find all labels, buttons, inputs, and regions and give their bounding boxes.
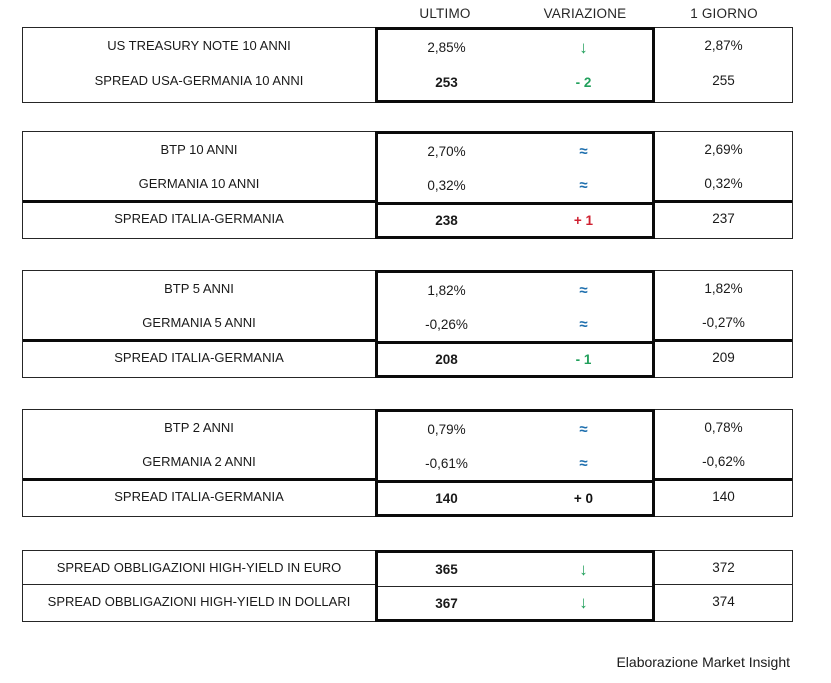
variazione-value: + 0 [573,491,594,506]
giorno-value: 237 [655,200,792,234]
variazione-value: - 1 [575,352,592,367]
ultimo-value: 253 [435,75,458,90]
credit-line: Elaborazione Market Insight [616,654,790,670]
approx-icon: ≈ [579,315,588,333]
ultimo-value: 0,32% [427,177,466,193]
row-label: BTP 2 ANNI [164,419,234,435]
ultimo-variazione-box: 2,85% ↓ 253 - 2 [375,27,655,103]
row-label: SPREAD ITALIA-GERMANIA [23,478,375,512]
high-yield-block: SPREAD OBBLIGAZIONI HIGH-YIELD IN EURO S… [22,550,793,622]
row-label: GERMANIA 10 ANNI [138,175,260,191]
giorno-value: 0,78% [704,419,743,435]
ultimo-value: 2,85% [427,40,466,55]
down-arrow-icon: ↓ [579,559,588,579]
labels-column: BTP 10 ANNI GERMANIA 10 ANNI SPREAD ITAL… [22,131,375,239]
row-label: BTP 5 ANNI [164,280,234,296]
giorno-column: 1,82% -0,27% 209 [655,270,793,378]
giorno-value: 1,82% [704,280,743,296]
giorno-column: 2,87% 255 [655,27,793,103]
ultimo-value: -0,61% [425,455,468,471]
down-arrow-icon: ↓ [579,37,588,57]
labels-column: BTP 5 ANNI GERMANIA 5 ANNI SPREAD ITALIA… [22,270,375,378]
giorno-value: 2,87% [704,38,743,53]
ultimo-value: 140 [435,491,458,506]
btp-5y-block: BTP 5 ANNI GERMANIA 5 ANNI SPREAD ITALIA… [22,270,793,378]
ultimo-value: 208 [435,352,458,367]
us-treasury-block: US TREASURY NOTE 10 ANNI SPREAD USA-GERM… [22,27,793,103]
labels-column: US TREASURY NOTE 10 ANNI SPREAD USA-GERM… [22,27,375,103]
giorno-value: 209 [655,339,792,373]
ultimo-value: 365 [435,562,458,577]
giorno-value: 140 [655,478,792,512]
giorno-column: 372 374 [655,550,793,622]
labels-column: BTP 2 ANNI GERMANIA 2 ANNI SPREAD ITALIA… [22,409,375,517]
ultimo-value: 1,82% [427,282,466,298]
labels-column: SPREAD OBBLIGAZIONI HIGH-YIELD IN EURO S… [22,550,375,622]
approx-icon: ≈ [579,142,588,160]
giorno-value: 372 [712,560,735,575]
row-label: BTP 10 ANNI [160,141,238,157]
giorno-column: 2,69% 0,32% 237 [655,131,793,239]
ultimo-value: -0,26% [425,316,468,332]
row-label: SPREAD USA-GERMANIA 10 ANNI [94,73,304,88]
ultimo-variazione-box: 1,82% ≈ -0,26% ≈ 208 - 1 [375,270,655,378]
giorno-value: -0,62% [702,453,745,469]
btp-2y-block: BTP 2 ANNI GERMANIA 2 ANNI SPREAD ITALIA… [22,409,793,517]
row-label: SPREAD ITALIA-GERMANIA [23,339,375,373]
ultimo-value: 2,70% [427,143,466,159]
bond-report-page: ULTIMO VARIAZIONE 1 GIORNO US TREASURY N… [22,0,793,622]
column-header-ultimo: ULTIMO [419,6,471,21]
down-arrow-icon: ↓ [579,593,588,612]
row-label: SPREAD OBBLIGAZIONI HIGH-YIELD IN DOLLAR… [23,584,375,617]
variazione-value: + 1 [573,213,594,228]
ultimo-variazione-box: 365 ↓ 367 ↓ [375,550,655,622]
ultimo-variazione-box: 2,70% ≈ 0,32% ≈ 238 + 1 [375,131,655,239]
approx-icon: ≈ [579,281,588,299]
variazione-value: - 2 [575,75,592,90]
giorno-value: 0,32% [704,175,743,191]
row-label: SPREAD ITALIA-GERMANIA [23,200,375,234]
giorno-value: -0,27% [702,314,745,330]
ultimo-value: 0,79% [427,421,466,437]
row-label: US TREASURY NOTE 10 ANNI [107,38,291,53]
approx-icon: ≈ [579,454,588,472]
ultimo-value: 367 [435,595,458,611]
row-label: SPREAD OBBLIGAZIONI HIGH-YIELD IN EURO [56,560,342,575]
row-label: GERMANIA 2 ANNI [142,453,256,469]
giorno-value: 2,69% [704,141,743,157]
approx-icon: ≈ [579,420,588,438]
giorno-value: 374 [655,584,792,617]
column-header-variazione: VARIAZIONE [543,6,627,21]
giorno-column: 0,78% -0,62% 140 [655,409,793,517]
header-row: ULTIMO VARIAZIONE 1 GIORNO [375,0,793,27]
giorno-value: 255 [712,73,735,88]
column-header-1giorno: 1 GIORNO [690,6,758,21]
approx-icon: ≈ [579,176,588,194]
btp-10y-block: BTP 10 ANNI GERMANIA 10 ANNI SPREAD ITAL… [22,131,793,239]
ultimo-variazione-box: 0,79% ≈ -0,61% ≈ 140 + 0 [375,409,655,517]
ultimo-value: 238 [435,213,458,228]
row-label: GERMANIA 5 ANNI [142,314,256,330]
